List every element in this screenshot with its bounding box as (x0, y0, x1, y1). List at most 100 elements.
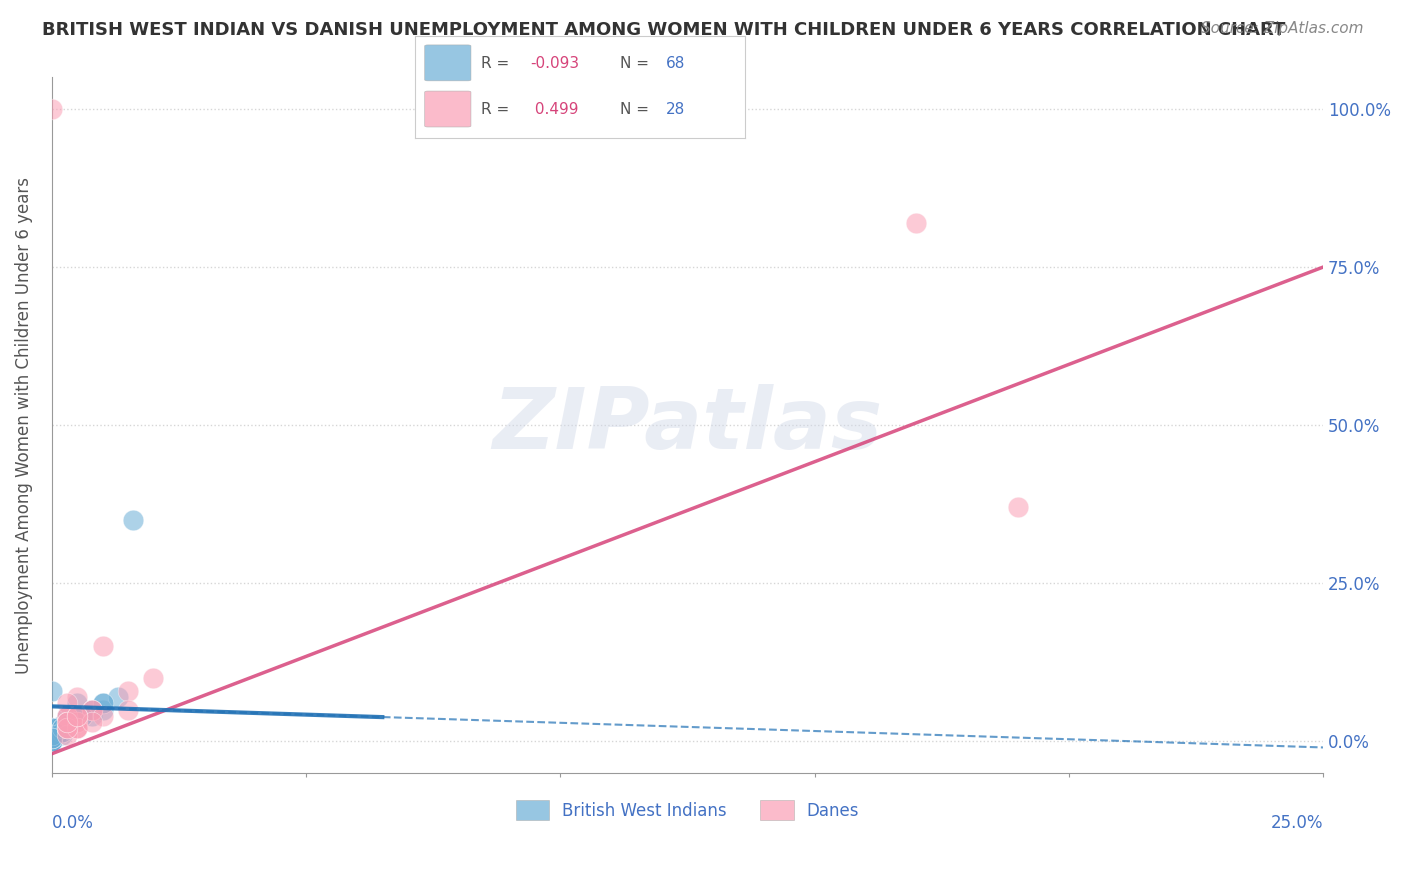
Point (45, 728, 67, 742)
Point (66, 709, 89, 723)
Point (66, 709, 89, 723)
Point (41, 734, 63, 748)
Point (41, 734, 63, 748)
Point (60, 712, 83, 726)
Point (66, 709, 89, 723)
Point (60, 712, 83, 726)
Point (41, 734, 63, 748)
Point (41, 728, 63, 742)
Point (56, 722, 79, 736)
Point (56, 718, 79, 732)
Point (91, 709, 114, 723)
Y-axis label: Unemployment Among Women with Children Under 6 years: Unemployment Among Women with Children U… (15, 177, 32, 673)
Point (66, 690, 89, 704)
Point (56, 715, 79, 730)
Text: R =: R = (481, 56, 515, 70)
Point (91, 702, 114, 716)
Text: 0.0%: 0.0% (52, 814, 94, 832)
Point (60, 715, 83, 730)
Point (905, 216, 928, 230)
Point (41, 731, 63, 745)
Point (51, 722, 73, 736)
Point (66, 709, 89, 723)
Point (56, 715, 79, 730)
FancyBboxPatch shape (425, 91, 471, 127)
Point (41, 102, 63, 116)
Point (72, 709, 94, 723)
Point (56, 722, 79, 736)
Point (41, 734, 63, 748)
Text: 68: 68 (666, 56, 685, 70)
Point (66, 696, 89, 710)
Point (51, 718, 73, 732)
Point (91, 640, 114, 654)
Point (72, 709, 94, 723)
Point (51, 728, 73, 742)
Point (45, 728, 67, 742)
Point (66, 722, 89, 736)
Text: N =: N = (620, 56, 654, 70)
Text: 25.0%: 25.0% (1271, 814, 1323, 832)
Point (41, 728, 63, 742)
Point (66, 709, 89, 723)
Point (41, 734, 63, 748)
Point (51, 724, 73, 739)
Point (122, 513, 145, 527)
Point (41, 728, 63, 742)
Point (107, 690, 129, 704)
Point (66, 715, 89, 730)
Point (82, 709, 104, 723)
Point (45, 728, 67, 742)
Text: 0.499: 0.499 (530, 102, 579, 117)
Text: 28: 28 (666, 102, 685, 117)
FancyBboxPatch shape (425, 45, 471, 81)
Point (51, 724, 73, 739)
Point (66, 709, 89, 723)
Text: BRITISH WEST INDIAN VS DANISH UNEMPLOYMENT AMONG WOMEN WITH CHILDREN UNDER 6 YEA: BRITISH WEST INDIAN VS DANISH UNEMPLOYME… (42, 21, 1285, 38)
Point (56, 715, 79, 730)
Point (82, 702, 104, 716)
Point (66, 709, 89, 723)
Point (45, 722, 67, 736)
Point (91, 696, 114, 710)
Point (41, 734, 63, 748)
Point (66, 722, 89, 736)
Point (56, 696, 79, 710)
Point (56, 715, 79, 730)
Text: -0.093: -0.093 (530, 56, 579, 70)
Point (66, 722, 89, 736)
Text: N =: N = (620, 102, 654, 117)
Point (41, 731, 63, 745)
Point (45, 728, 67, 742)
Point (91, 696, 114, 710)
Point (82, 702, 104, 716)
Point (41, 722, 63, 736)
Point (56, 722, 79, 736)
Legend: British West Indians, Danes: British West Indians, Danes (509, 793, 866, 827)
Point (56, 718, 79, 732)
Point (41, 683, 63, 698)
Point (51, 722, 73, 736)
Point (41, 734, 63, 748)
Point (72, 709, 94, 723)
Point (117, 702, 139, 716)
Point (51, 722, 73, 736)
Point (51, 722, 73, 736)
Point (117, 683, 139, 698)
Point (41, 731, 63, 745)
Point (82, 702, 104, 716)
Point (56, 709, 79, 723)
Text: R =: R = (481, 102, 515, 117)
Point (66, 712, 89, 726)
Point (41, 728, 63, 742)
Point (56, 709, 79, 723)
Point (56, 722, 79, 736)
Point (56, 718, 79, 732)
Point (41, 722, 63, 736)
Text: Source: ZipAtlas.com: Source: ZipAtlas.com (1201, 21, 1364, 36)
Point (45, 728, 67, 742)
Point (142, 671, 165, 685)
Point (56, 715, 79, 730)
Point (51, 722, 73, 736)
Point (1007, 500, 1029, 515)
